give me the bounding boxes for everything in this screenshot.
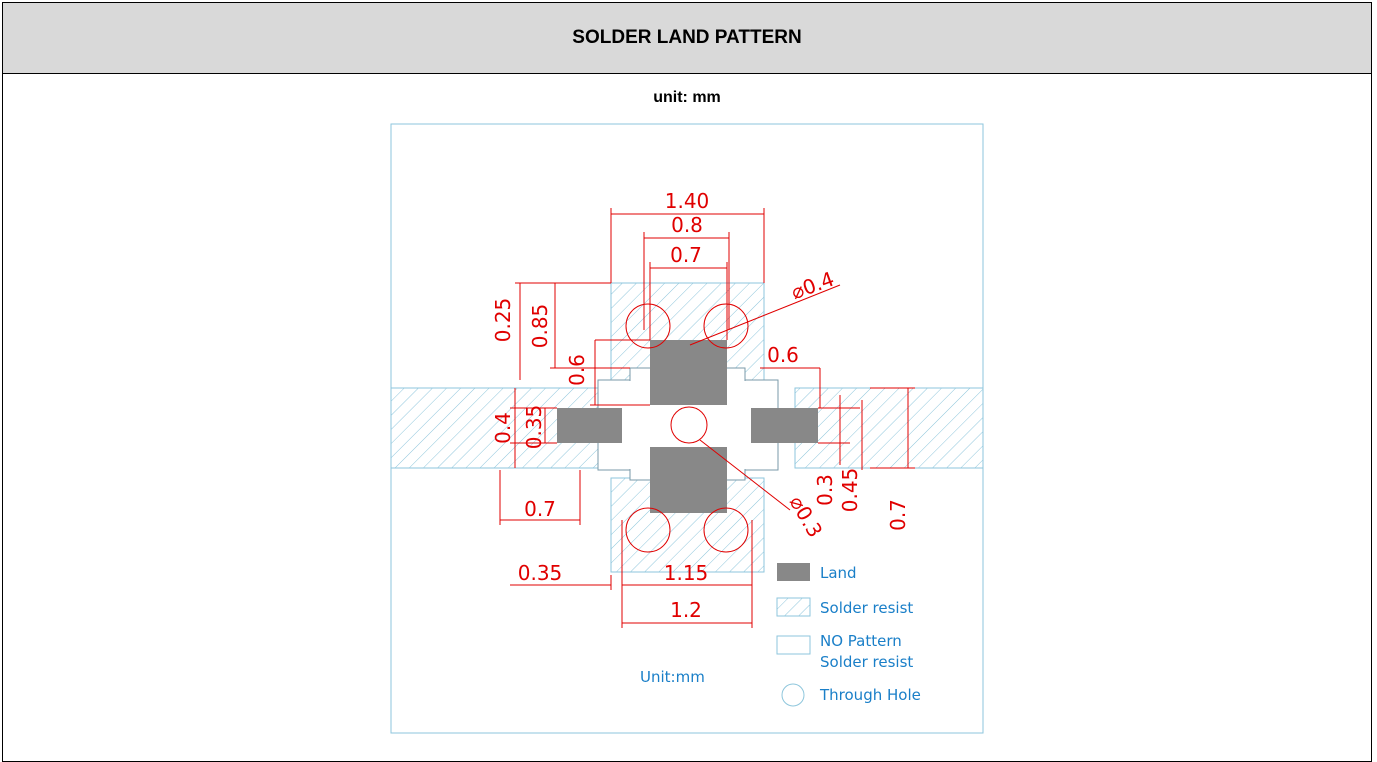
legend-label: Solder resist: [820, 653, 913, 671]
legend-label: NO Pattern: [820, 632, 902, 650]
dimension-label: 0.3: [813, 474, 837, 506]
dimension-label: 0.7: [670, 243, 702, 267]
land-pattern-drawing: 1.400.8 0.7 ⌀0.4 0.25 0.85 0.6 0.6 0.4 0.35 0.7 0.…: [0, 0, 1377, 758]
dimension-label: 1.40: [665, 189, 710, 213]
legend-swatches: [777, 563, 810, 706]
dimension-label: 0.6: [565, 354, 589, 386]
dimension-label: 0.8: [671, 213, 703, 237]
dimension-label: 0.45: [838, 468, 862, 513]
legend-label: Land: [820, 564, 857, 582]
dimension-label: 1.15: [664, 561, 709, 585]
dimension-label: 0.6: [767, 343, 799, 367]
legend-label: Through Hole: [819, 686, 921, 704]
dimension-label: 0.85: [528, 304, 552, 349]
dimension-label: 0.25: [491, 298, 515, 343]
unit-label: Unit:mm: [640, 668, 705, 686]
dimension-label: ⌀0.4: [788, 267, 837, 305]
legend-label: Solder resist: [820, 599, 913, 617]
dimension-label: 0.35: [518, 561, 563, 585]
page: SOLDER LAND PATTERN unit: mm: [0, 0, 1377, 758]
dimension-label: 0.35: [522, 405, 546, 450]
dimension-label: 0.4: [491, 412, 515, 444]
dimension-label: 0.7: [524, 497, 556, 521]
dimension-label: 1.2: [670, 598, 702, 622]
dimension-label: 0.7: [886, 499, 910, 531]
